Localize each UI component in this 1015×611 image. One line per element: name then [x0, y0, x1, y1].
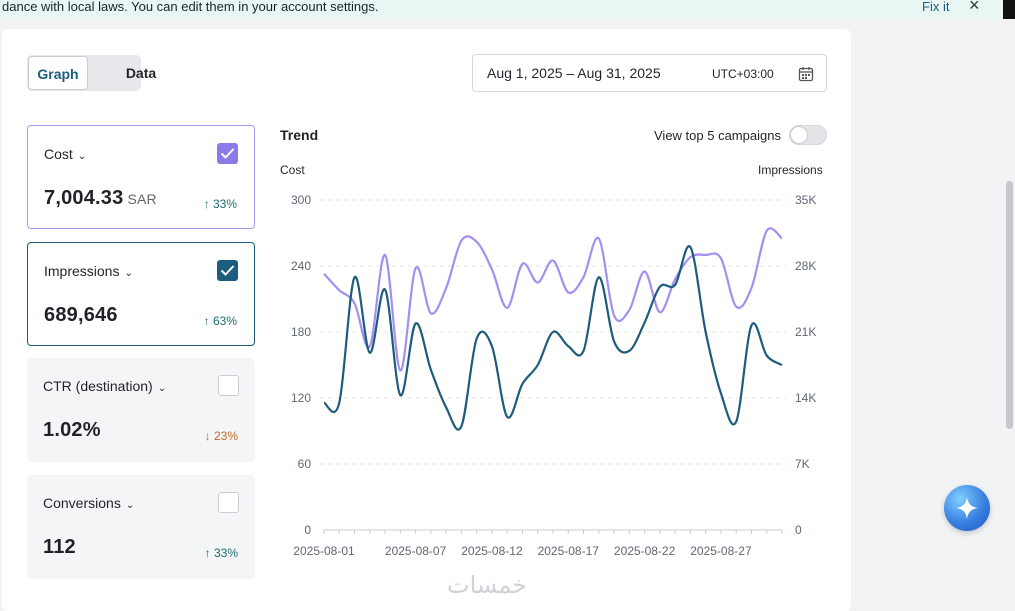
watermark: خمسات [447, 571, 528, 599]
cost-checkbox[interactable] [217, 143, 238, 164]
sparkle-icon [956, 497, 978, 519]
banner-message: dance with local laws. You can edit them… [2, 0, 379, 14]
metric-change: ↓ 23% [204, 429, 238, 443]
impressions-checkbox[interactable] [217, 260, 238, 281]
check-icon [220, 148, 235, 159]
toggle-knob [791, 127, 807, 143]
graph-tab[interactable]: Graph [28, 56, 88, 90]
metric-change: ↑ 63% [203, 314, 237, 328]
metric-value: 112 [43, 536, 76, 558]
metric-change: ↑ 33% [203, 197, 237, 211]
x-tick-label: 2025-08-22 [614, 544, 676, 558]
chart-title: Trend [280, 127, 319, 143]
metric-title[interactable]: Impressions ⌄ [44, 263, 133, 279]
chevron-down-icon: ⌄ [124, 268, 133, 279]
metric-value: 7,004.33 SAR [44, 187, 157, 209]
chevron-down-icon: ⌄ [77, 151, 87, 162]
close-icon[interactable]: × [969, 0, 980, 15]
metric-card-conversions[interactable]: Conversions ⌄ 112 ↑ 33% [27, 475, 255, 579]
y-left-tick: 0 [304, 523, 311, 537]
metric-change: ↑ 33% [204, 546, 238, 560]
page-scrollbar-thumb[interactable] [1006, 181, 1013, 429]
y-right-tick: 0 [795, 523, 802, 537]
top-campaigns-label: View top 5 campaigns [654, 128, 781, 143]
calendar-icon [798, 67, 814, 82]
metric-card-cost[interactable]: Cost ⌄ 7,004.33 SAR ↑ 33% [27, 125, 255, 229]
chevron-down-icon: ⌄ [157, 383, 167, 394]
metric-card-impressions[interactable]: Impressions ⌄ 689,646 ↑ 63% [27, 242, 255, 346]
y-right-tick: 14K [795, 391, 816, 405]
y-left-tick: 120 [291, 391, 311, 405]
ctr-checkbox[interactable] [218, 375, 239, 396]
y-left-tick: 300 [291, 193, 311, 207]
y-left-tick: 240 [291, 259, 311, 273]
metric-value: 689,646 [44, 304, 118, 326]
metric-card-ctr[interactable]: CTR (destination) ⌄ 1.02% ↓ 23% [27, 358, 255, 462]
y-right-tick: 35K [795, 193, 816, 207]
y-left-tick: 180 [291, 325, 311, 339]
check-icon [220, 265, 235, 276]
edge-panel [1003, 0, 1015, 19]
x-tick-label: 2025-08-07 [385, 544, 447, 558]
left-axis-title: Cost [280, 163, 305, 177]
metric-title[interactable]: Conversions ⌄ [43, 495, 135, 511]
fix-it-link[interactable]: Fix it [922, 0, 950, 14]
date-range-text: Aug 1, 2025 – Aug 31, 2025 [487, 65, 661, 81]
series-line-impressions [323, 245, 783, 431]
metric-title[interactable]: CTR (destination) ⌄ [43, 378, 167, 394]
timezone-text: UTC+03:00 [712, 67, 774, 81]
x-tick-label: 2025-08-27 [690, 544, 752, 558]
right-axis-title: Impressions [758, 163, 823, 177]
top-campaigns-toggle[interactable] [789, 125, 827, 145]
y-right-tick: 28K [795, 259, 816, 273]
y-right-tick: 21K [795, 325, 816, 339]
metric-value: 1.02% [43, 419, 101, 441]
x-tick-label: 2025-08-12 [461, 544, 523, 558]
view-toggle: Graph Data [27, 55, 156, 91]
conversions-checkbox[interactable] [218, 492, 239, 513]
series-line-cost [323, 227, 783, 372]
metric-title[interactable]: Cost ⌄ [44, 146, 87, 162]
ai-assistant-button[interactable] [944, 485, 990, 531]
y-left-tick: 60 [298, 457, 312, 471]
x-tick-label: 2025-08-01 [293, 544, 355, 558]
y-right-tick: 7K [795, 457, 810, 471]
date-range-picker[interactable]: Aug 1, 2025 – Aug 31, 2025 UTC+03:00 [472, 54, 827, 92]
chevron-down-icon: ⌄ [125, 500, 135, 511]
x-tick-label: 2025-08-17 [538, 544, 600, 558]
data-tab[interactable]: Data [125, 65, 157, 81]
notice-banner: dance with local laws. You can edit them… [0, 0, 1000, 19]
